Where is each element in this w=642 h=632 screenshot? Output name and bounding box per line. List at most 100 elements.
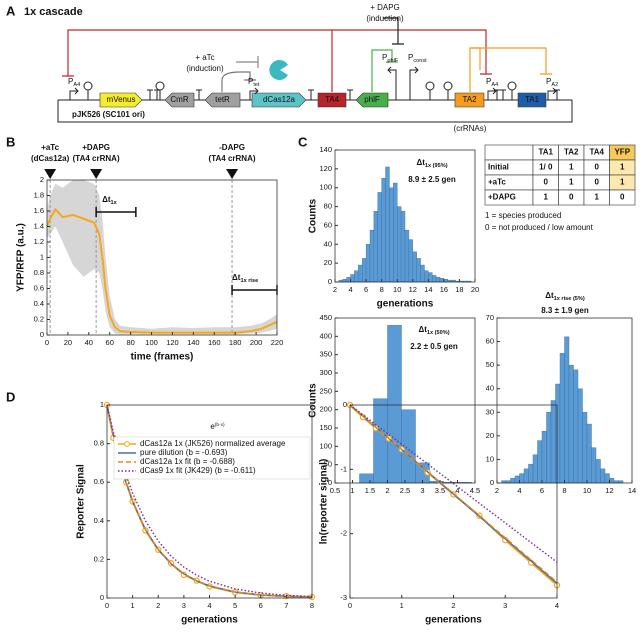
- x-tick-label: 4: [517, 486, 521, 495]
- cas12a-icon: [269, 59, 288, 80]
- bar: [369, 229, 375, 283]
- table-text: TA2: [564, 148, 579, 157]
- bar: [387, 325, 402, 484]
- x-tick-label: 1: [350, 486, 354, 495]
- table-text: 0: [569, 193, 574, 202]
- event-note: (dCas12a): [31, 154, 70, 163]
- promoter-label-part: A2: [551, 82, 558, 88]
- x-tick-label: 8: [380, 285, 384, 294]
- y-tick-label: 250: [319, 386, 332, 395]
- y-tick-label: 1.6: [34, 206, 44, 215]
- y-tick-label: 0.6: [34, 283, 44, 292]
- chart-title-part: Δt: [545, 291, 554, 300]
- x-tick-label: 2: [333, 285, 337, 294]
- interval-bar: [95, 207, 137, 217]
- bar: [342, 278, 347, 283]
- gene: [317, 92, 347, 108]
- y-tick-label: 40: [324, 239, 332, 248]
- gene-label: dCas12a: [263, 95, 296, 104]
- y-tick-label: 200: [319, 405, 332, 414]
- repression-line: [469, 47, 552, 92]
- bar: [397, 206, 402, 283]
- y-axis-label: Counts: [308, 383, 319, 418]
- terminator: [500, 89, 506, 100]
- panel-label: B: [6, 134, 15, 149]
- bar: [541, 430, 547, 484]
- formula: e(b·x): [210, 422, 225, 431]
- table-cell: [609, 189, 636, 206]
- bar: [358, 264, 363, 283]
- bar: [573, 369, 579, 484]
- bar: [604, 473, 610, 484]
- bar: [408, 239, 413, 283]
- bar: [377, 192, 382, 283]
- x-tick-label: 18: [455, 285, 463, 294]
- x-tick-label: 3: [182, 601, 186, 610]
- y-tick-label: 20: [324, 258, 332, 267]
- chart-title: Δt1x (95%): [416, 158, 447, 169]
- promoter: [487, 87, 497, 100]
- x-tick-label: 220: [271, 338, 284, 347]
- x-axis-label: generations: [181, 615, 238, 626]
- promoter: [249, 87, 259, 100]
- table-text: 0: [595, 178, 600, 187]
- terminator: [196, 89, 202, 100]
- inhibition-line: [383, 17, 404, 45]
- x-axis-label: generations: [425, 615, 482, 626]
- y-tick-label: 0.8: [94, 439, 104, 448]
- y-tick-label: 1.4: [34, 221, 44, 230]
- x-tick-label: 4: [207, 601, 211, 610]
- y-tick-label: 60: [324, 220, 332, 229]
- y-tick-label: 400: [319, 331, 332, 340]
- x-axis-label: time (frames): [131, 352, 194, 363]
- chart-subtitle: 2.2 ± 0.5 gen: [410, 342, 458, 351]
- bar: [577, 388, 583, 484]
- chart-subtitle: 8.9 ± 2.5 gen: [408, 175, 456, 184]
- gene: [99, 92, 143, 108]
- bar: [523, 468, 529, 484]
- promoter-label-part: P: [408, 53, 413, 62]
- y-tick-label: 0: [40, 330, 44, 339]
- bar: [381, 178, 386, 283]
- interval-label-part: Δt: [232, 273, 241, 282]
- bar: [359, 473, 374, 484]
- interval-label-part: 1x: [111, 200, 118, 206]
- promoter-label: PphlF: [382, 53, 399, 64]
- table-text: Initial: [488, 163, 509, 172]
- bar: [609, 478, 615, 484]
- repression-line: [332, 29, 492, 75]
- y-tick-label: -1: [340, 464, 347, 473]
- x-tick-label: 0.5: [330, 486, 340, 495]
- x-tick-label: 2: [451, 601, 455, 610]
- bar: [373, 398, 388, 484]
- bar: [559, 353, 565, 484]
- x-tick-label: 80: [126, 338, 134, 347]
- x-tick-label: 14: [424, 285, 432, 294]
- bar: [555, 383, 561, 484]
- bar: [420, 264, 425, 283]
- promoter-label: PA4: [486, 77, 498, 88]
- rbs: [443, 81, 453, 91]
- bar: [546, 412, 552, 484]
- y-tick-label: 100: [319, 183, 332, 192]
- table-text: 1: [620, 163, 625, 172]
- interval-label-part: Δt: [102, 195, 111, 204]
- bar: [582, 412, 588, 484]
- legend-box: [113, 436, 311, 480]
- y-tick-label: 30: [486, 407, 494, 416]
- y-tick-label: 70: [486, 313, 494, 322]
- x-tick-label: 0: [105, 601, 109, 610]
- x-tick-label: 3.5: [435, 486, 445, 495]
- bar: [443, 278, 448, 283]
- gene-label: TA4: [325, 95, 340, 104]
- y-tick-label: -2: [340, 529, 347, 538]
- promoter-label-part: P: [546, 77, 551, 86]
- y-tick-label: 0.2: [34, 314, 44, 323]
- rbs: [425, 81, 435, 91]
- y-tick-label: 0.4: [94, 516, 104, 525]
- table-text: YFP: [614, 148, 630, 157]
- chart-title-part: 1x rise (5%): [554, 296, 585, 302]
- x-tick-label: 0: [45, 338, 49, 347]
- x-tick-label: 6: [364, 285, 368, 294]
- x-axis-label: generations: [377, 299, 434, 310]
